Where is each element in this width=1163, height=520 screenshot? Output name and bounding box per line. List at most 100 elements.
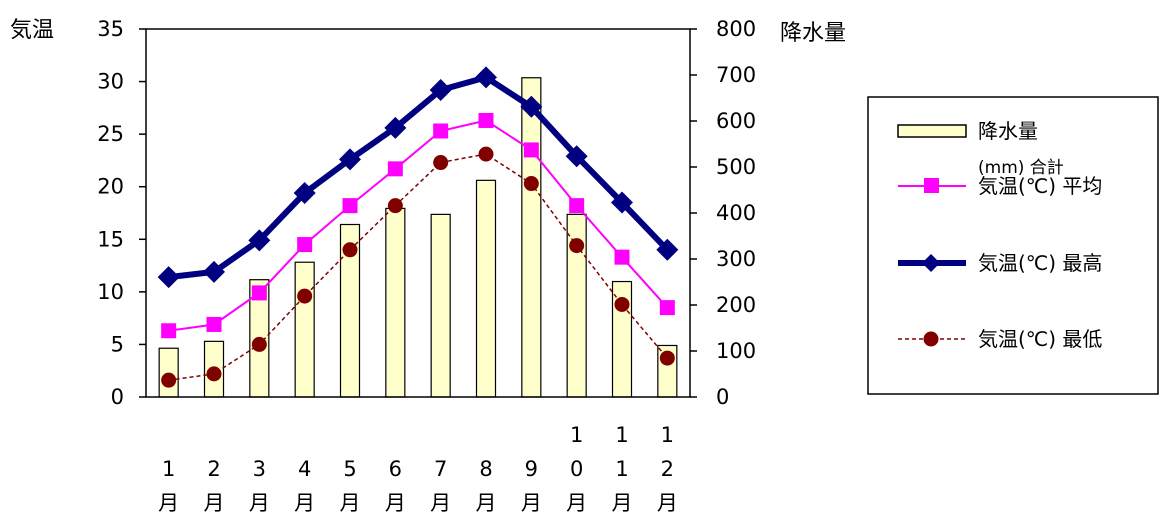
month-label-char: 1: [162, 457, 175, 481]
legend-max-marker: [922, 254, 940, 272]
max-temp-point: [520, 95, 543, 118]
precip-bar: [521, 77, 542, 398]
month-label-char: 月: [657, 491, 678, 515]
precip-bar: [158, 347, 179, 398]
series-line: [168, 74, 670, 281]
month-label-char: 7: [434, 457, 447, 481]
x-axis-month-labels: 1 月 2 月 3 月 4 月 5 月 6 月 7 月 8 月 9 月 1 0 月 1 1 月 1 2 月: [158, 423, 678, 515]
max-temp-point: [248, 229, 271, 252]
month-label-char: 0: [570, 457, 583, 481]
max-temp-point: [339, 148, 361, 171]
month-label-char: 3: [253, 457, 266, 481]
right-tick-label: 0: [716, 385, 729, 409]
max-temp-point: [565, 145, 588, 168]
legend-precip-swatch: [897, 124, 967, 138]
max-temp-point: [157, 266, 180, 289]
temperature-lines: [157, 66, 679, 388]
min-temp-point: [297, 288, 313, 304]
min-temp-point: [161, 372, 177, 388]
max-temp-point: [384, 116, 407, 139]
month-label-char: 1: [661, 423, 674, 447]
avg-temp-point: [433, 123, 449, 139]
avg-temp-point: [297, 237, 313, 253]
legend-avg-label: 気温(℃) 平均: [978, 174, 1102, 198]
left-axis-ticks: 0 5 10 15 20 25 30 35: [97, 17, 146, 409]
right-tick-label: 600: [716, 109, 756, 133]
month-label-char: 月: [294, 491, 315, 515]
max-temp-point: [429, 78, 452, 101]
left-tick-label: 20: [97, 175, 124, 199]
precip-bar: [430, 213, 451, 398]
avg-temp-point: [569, 198, 585, 214]
month-label-char: 9: [525, 457, 538, 481]
series-line: [168, 119, 669, 332]
left-tick-label: 10: [97, 280, 124, 304]
month-label-char: 月: [476, 491, 497, 515]
month-label-char: 月: [340, 491, 361, 515]
month-label-char: 月: [385, 491, 406, 515]
plot-area-frame: [145, 28, 691, 398]
month-label-char: 5: [343, 457, 356, 481]
avg-temp-point: [342, 198, 358, 214]
precip-bar: [294, 261, 315, 398]
right-tick-label: 200: [716, 293, 756, 317]
legend-avg-marker: [924, 178, 939, 193]
min-temp-point: [523, 176, 539, 192]
month-label-char: 2: [207, 457, 220, 481]
month-label-char: 月: [521, 491, 542, 515]
avg-temp-point: [206, 316, 222, 332]
min-temp-point: [433, 155, 449, 171]
right-tick-label: 400: [716, 201, 756, 225]
month-label-char: 2: [661, 457, 674, 481]
min-temp-point: [614, 296, 630, 312]
legend-max-label: 気温(℃) 最高: [978, 251, 1102, 275]
series-line: [168, 153, 668, 381]
max-temp-point: [475, 66, 497, 89]
max-temp-point: [203, 260, 225, 283]
left-tick-label: 0: [111, 385, 124, 409]
max-temp-point: [656, 238, 679, 261]
min-temp-point: [659, 350, 675, 366]
month-label-char: 4: [298, 457, 311, 481]
min-temp-point: [387, 198, 403, 214]
precip-bar: [475, 179, 497, 398]
right-axis-ticks: 0 100 200 300 400 500 600 700 800: [690, 17, 756, 409]
min-temp-point: [206, 366, 222, 382]
precip-bar: [385, 207, 406, 398]
avg-temp-point: [251, 285, 267, 301]
month-label-char: 月: [566, 491, 587, 515]
legend-box: [867, 96, 1159, 395]
avg-temp-point: [478, 112, 494, 128]
max-temp-point: [611, 191, 633, 214]
max-temp-point: [293, 182, 316, 205]
month-label-char: 月: [612, 491, 633, 515]
precipitation-bars: [158, 77, 678, 398]
right-tick-label: 700: [716, 63, 756, 87]
avg-temp-point: [387, 161, 403, 177]
month-label-char: 6: [389, 457, 402, 481]
month-label-char: 1: [570, 423, 583, 447]
avg-temp-point: [161, 323, 177, 339]
min-temp-point: [569, 238, 585, 254]
month-label-char: 1: [615, 457, 628, 481]
legend-precip-label: 降水量: [978, 119, 1038, 143]
month-label-char: 8: [479, 457, 492, 481]
left-axis-title: 気温: [10, 18, 54, 43]
min-temp-point: [478, 146, 494, 162]
right-tick-label: 100: [716, 339, 756, 363]
month-label-char: 月: [204, 491, 225, 515]
avg-temp-point: [659, 300, 675, 316]
legend: 降水量 (mm) 合計 気温(℃) 平均 気温(℃) 最高 気温(℃) 最低: [867, 96, 1159, 395]
month-label-char: 月: [158, 491, 179, 515]
right-tick-label: 800: [716, 17, 756, 41]
right-axis-title: 降水量: [780, 21, 846, 46]
month-label-char: 月: [430, 491, 451, 515]
left-tick-label: 5: [111, 332, 124, 356]
legend-precip-sublabel: (mm) 合計: [978, 158, 1064, 178]
month-label-char: 月: [249, 491, 270, 515]
right-tick-label: 500: [716, 155, 756, 179]
left-tick-label: 35: [97, 17, 124, 41]
min-temp-point: [251, 336, 267, 352]
left-tick-label: 25: [97, 122, 124, 146]
